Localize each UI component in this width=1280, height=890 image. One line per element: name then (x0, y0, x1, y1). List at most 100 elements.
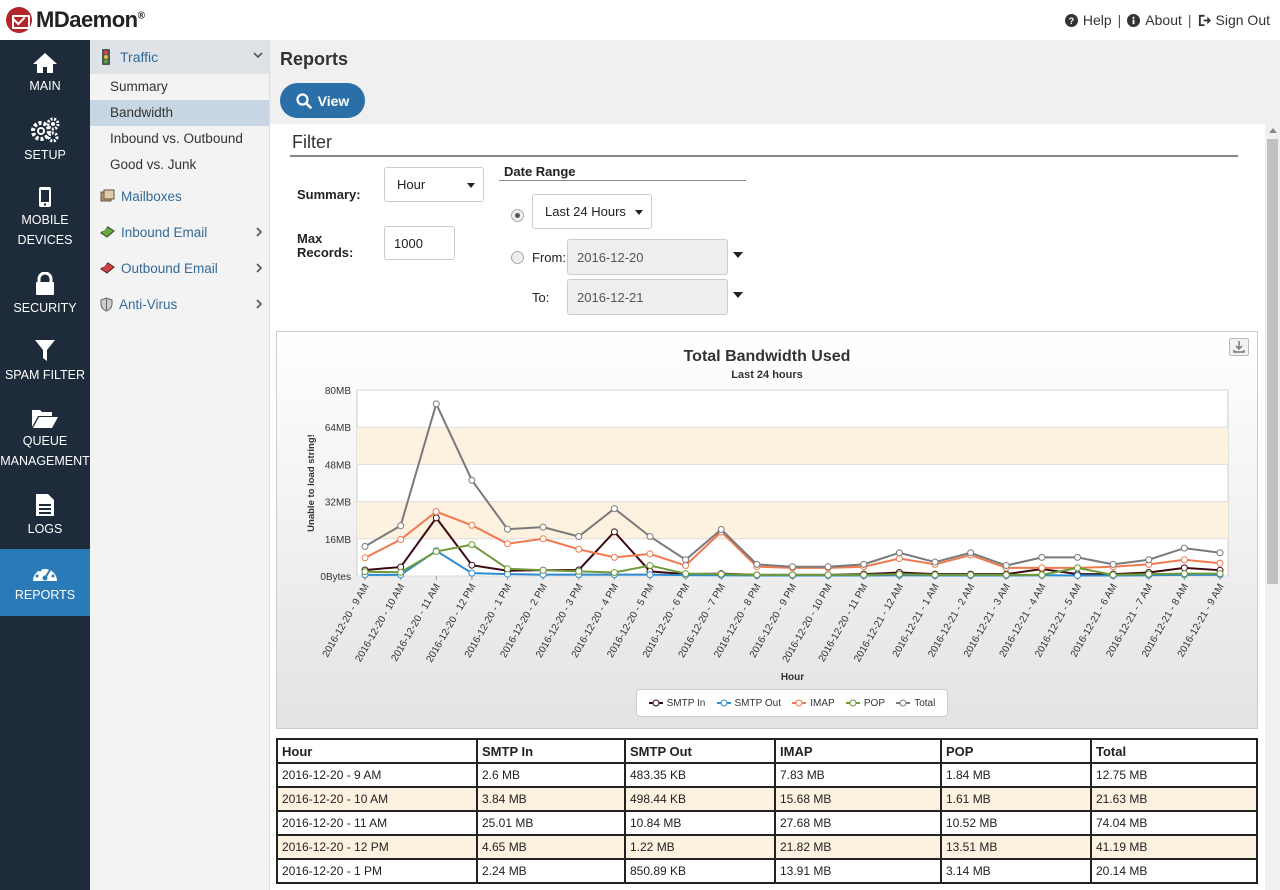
cell-smtp-out: 498.44 KB (624, 786, 776, 812)
legend-item-total[interactable]: Total (896, 698, 935, 709)
traffic-light-icon (102, 49, 110, 65)
scroll-up-arrow-icon[interactable] (1269, 128, 1277, 133)
legend-total-marker (896, 699, 911, 707)
max-records-value: 1000 (394, 235, 423, 251)
data-point-total (1109, 560, 1117, 568)
date-range-select-value: Last 24 Hours (545, 204, 626, 219)
data-point-total (1074, 553, 1081, 561)
max-records-input[interactable]: 1000 (384, 226, 455, 260)
folder-open-icon (32, 409, 58, 428)
to-label: To: (532, 290, 550, 305)
info-circle-icon (1127, 13, 1141, 27)
nav-main[interactable]: MAIN (0, 40, 90, 107)
legend-item-pop[interactable]: POP (845, 698, 885, 709)
data-point-total (717, 526, 725, 533)
column-header-total[interactable]: Total (1090, 738, 1258, 764)
nav-setup[interactable]: SETUP (0, 107, 90, 174)
data-point-imap (1038, 564, 1046, 572)
column-header-hour[interactable]: Hour (276, 738, 478, 764)
column-header-smtp-in[interactable]: SMTP In (476, 738, 626, 764)
data-point-pop (1002, 571, 1010, 579)
nav-mobile-devices[interactable]: MOBILE DEVICES (0, 174, 90, 261)
brand-name: MDaemon (36, 7, 138, 32)
chevron-down-icon (253, 52, 263, 59)
data-point-total (610, 505, 618, 513)
sidebar-item-inbound-vs-outbound[interactable]: Inbound vs. Outbound (110, 131, 243, 146)
sidebar-section-traffic[interactable]: Traffic (90, 40, 269, 74)
data-point-total (504, 525, 511, 533)
top-bar: MDaemon® ? Help | About | Sign Out (0, 0, 1280, 40)
data-point-pop (860, 571, 868, 579)
data-point-total (682, 556, 690, 564)
help-link[interactable]: ? Help (1064, 12, 1112, 28)
summary-select[interactable]: Hour (384, 167, 484, 202)
max-records-label-line-2: Records: (297, 245, 354, 260)
table-row: 2016-12-20 - 1 PM 2.24 MB 850.89 KB 13.9… (276, 858, 1258, 884)
view-button[interactable]: View (280, 83, 365, 118)
cell-smtp-out: 1.22 MB (624, 834, 776, 860)
cell-imap: 27.68 MB (774, 810, 942, 836)
bandwidth-chart-panel: Total Bandwidth Used Last 24 hours 0Byte… (276, 331, 1258, 729)
data-point-total (1002, 562, 1010, 570)
sidebar-item-good-vs-junk[interactable]: Good vs. Junk (110, 157, 197, 172)
mailboxes-icon (100, 189, 115, 202)
legend-pop-marker (845, 699, 860, 707)
data-point-pop (539, 566, 547, 574)
nav-mobile-label-1: MOBILE (21, 212, 69, 227)
from-date-input[interactable]: 2016-12-20 (567, 239, 728, 275)
data-point-pop (1145, 570, 1153, 578)
scrollbar-thumb[interactable] (1267, 139, 1278, 584)
cell-hour: 2016-12-20 - 1 PM (276, 858, 478, 884)
column-header-smtp-out[interactable]: SMTP Out (624, 738, 776, 764)
chevron-right-icon (256, 227, 263, 237)
data-point-imap (646, 550, 654, 558)
content-scrollbar[interactable] (1265, 124, 1280, 890)
nav-logs[interactable]: LOGS (0, 482, 90, 549)
column-header-imap[interactable]: IMAP (774, 738, 942, 764)
to-date-picker-icon[interactable] (733, 292, 743, 298)
cell-pop: 13.51 MB (940, 834, 1092, 860)
data-point-pop (468, 541, 476, 549)
legend-item-imap[interactable]: IMAP (792, 698, 835, 709)
about-link-label: About (1145, 12, 1182, 28)
to-date-input[interactable]: 2016-12-21 (567, 279, 728, 315)
cell-total: 20.14 MB (1090, 858, 1258, 884)
inbound-email-icon (100, 226, 115, 238)
page-title: Reports (280, 49, 349, 69)
cell-smtp-out: 483.35 KB (624, 762, 776, 788)
about-link[interactable]: About (1127, 12, 1182, 28)
sidebar-item-bandwidth[interactable]: Bandwidth (90, 100, 269, 126)
nav-reports[interactable]: REPORTS (0, 549, 90, 616)
nav-main-label: MAIN (29, 78, 61, 93)
date-range-select[interactable]: Last 24 Hours (532, 194, 652, 229)
legend-item-smtp-in[interactable]: SMTP In (648, 698, 705, 709)
outbound-email-icon (100, 262, 115, 274)
chevron-right-icon (256, 263, 263, 273)
mdaemon-logo[interactable]: MDaemon® (6, 6, 145, 34)
sidebar-item-anti-virus[interactable]: Anti-Virus (90, 286, 269, 322)
legend-item-smtp-out[interactable]: SMTP Out (716, 698, 781, 709)
cell-imap: 7.83 MB (774, 762, 942, 788)
data-point-total (646, 532, 654, 540)
sidebar-item-outbound-email[interactable]: Outbound Email (90, 250, 269, 286)
sidebar-item-inbound-email[interactable]: Inbound Email (90, 214, 269, 250)
chart-download-button[interactable] (1229, 338, 1249, 356)
last-range-radio[interactable] (511, 209, 524, 222)
cell-smtp-in: 3.84 MB (476, 786, 626, 812)
nav-queue-management[interactable]: QUEUE MANAGEMENT (0, 395, 90, 482)
column-header-pop[interactable]: POP (940, 738, 1092, 764)
nav-reports-label: REPORTS (14, 587, 76, 602)
data-point-total (1180, 544, 1188, 552)
legend-total-label: Total (914, 697, 936, 709)
custom-range-radio[interactable] (511, 251, 524, 264)
from-date-picker-icon[interactable] (733, 252, 743, 258)
nav-spam-filter[interactable]: SPAM FILTER (0, 328, 90, 395)
sign-out-link[interactable]: Sign Out (1198, 12, 1270, 28)
data-point-total (931, 558, 939, 566)
dropdown-arrow-icon (635, 209, 643, 215)
sidebar-item-mailboxes[interactable]: Mailboxes (90, 178, 269, 214)
data-point-total (1216, 549, 1224, 557)
data-point-pop (753, 571, 761, 579)
sidebar-item-summary[interactable]: Summary (110, 79, 168, 94)
nav-security[interactable]: SECURITY (0, 261, 90, 328)
